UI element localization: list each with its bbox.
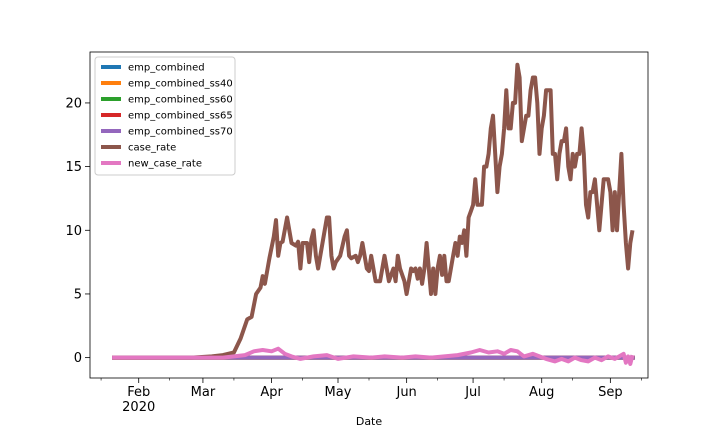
series-line-new-case-rate [112, 346, 635, 366]
legend-label: emp_combined_ss40 [128, 79, 233, 90]
legend-label: emp_combined [128, 63, 205, 74]
x-tick-label: Apr [260, 385, 283, 400]
legend-label: emp_combined_ss65 [128, 111, 233, 122]
y-tick-label: 20 [65, 96, 82, 111]
y-tick-label: 0 [74, 351, 82, 366]
y-axis: 0 5 10 15 20 [65, 96, 90, 366]
legend-label: emp_combined_ss60 [128, 95, 233, 106]
x-axis-label: Date [356, 415, 383, 428]
y-tick-label: 10 [65, 224, 82, 239]
y-tick-label: 5 [74, 287, 82, 302]
x-tick-label: Feb [127, 385, 150, 400]
x-tick-label: Jul [464, 385, 481, 400]
x-tick-label: Jun [395, 385, 416, 400]
x-tick-label: May [325, 385, 352, 400]
legend-label: emp_combined_ss70 [128, 127, 233, 138]
legend-label: case_rate [128, 143, 176, 154]
legend-box [94, 56, 236, 176]
x-tick-label: Aug [529, 385, 554, 400]
x-tick-label: Sep [598, 385, 623, 400]
y-tick-label: 15 [65, 160, 82, 175]
series-line-case-rate [112, 62, 635, 360]
x-tick-sublabel: 2020 [122, 400, 155, 415]
legend: emp_combined emp_combined_ss40 emp_combine… [94, 56, 236, 176]
legend-label: new_case_rate [128, 159, 202, 170]
series-layer [112, 62, 635, 366]
x-tick-label: Mar [191, 385, 216, 400]
